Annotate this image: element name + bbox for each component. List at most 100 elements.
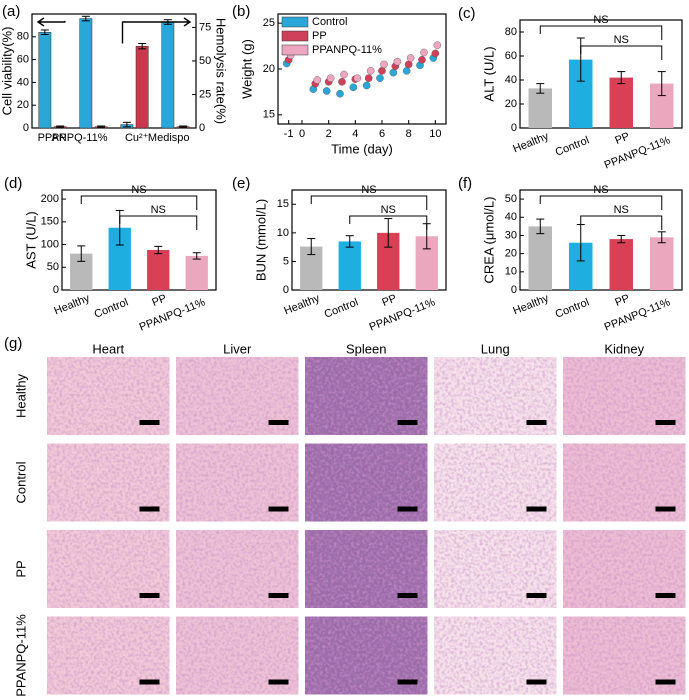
scale-bar bbox=[655, 420, 676, 425]
data-point bbox=[389, 68, 398, 77]
y-tick-label: 0 bbox=[283, 284, 289, 296]
y-tick-label: 30 bbox=[505, 229, 517, 241]
x-axis-label: Time (day) bbox=[331, 141, 393, 156]
scale-bar bbox=[526, 506, 547, 512]
data-point bbox=[404, 60, 413, 69]
y-tick-label: 200 bbox=[41, 193, 59, 205]
panel-label: (e) bbox=[232, 175, 250, 192]
data-point bbox=[353, 74, 362, 82]
scale-bar bbox=[139, 679, 160, 685]
y2-tick-label: 75 bbox=[199, 21, 211, 33]
legend-swatch bbox=[281, 44, 309, 56]
bar bbox=[609, 239, 633, 290]
y-tick-label: 20 bbox=[17, 99, 29, 111]
legend-label: PPANPQ-11% bbox=[312, 44, 382, 56]
bar bbox=[377, 232, 400, 290]
x-tick-label: 6 bbox=[379, 128, 385, 140]
bar bbox=[338, 241, 361, 290]
data-point bbox=[376, 74, 384, 82]
y-tick-label: 10 bbox=[505, 266, 517, 278]
bar bbox=[650, 83, 674, 128]
y-tick-label: 0 bbox=[511, 284, 517, 296]
y-tick-label: 20 bbox=[263, 63, 275, 75]
bar bbox=[79, 18, 93, 129]
x-tick-label: PPANPQ-11% bbox=[138, 296, 208, 333]
y-axis-label: ALT (U/L) bbox=[481, 46, 496, 101]
y-tick-label: 25 bbox=[263, 17, 275, 29]
x-tick-label: Healthy bbox=[282, 292, 322, 317]
x-tick-label: 8 bbox=[406, 128, 412, 140]
bar bbox=[300, 246, 323, 290]
column-label: Lung bbox=[481, 341, 510, 356]
x-tick-label: PP bbox=[150, 292, 168, 309]
scale-bar bbox=[397, 679, 418, 685]
scale-bar bbox=[655, 679, 676, 685]
y-tick-label: 100 bbox=[41, 238, 59, 250]
x-tick-label: PP bbox=[52, 132, 67, 144]
panel-label: (b) bbox=[232, 3, 250, 20]
y-axis-label: AST (U/L) bbox=[23, 211, 38, 269]
x-tick-label: Healthy bbox=[52, 292, 92, 317]
significance-label: NS bbox=[593, 14, 608, 26]
y2-tick-label: 50 bbox=[199, 55, 211, 67]
data-point bbox=[433, 41, 442, 49]
y-tick-label: 50 bbox=[505, 193, 517, 205]
significance-bracket bbox=[539, 195, 663, 210]
scale-bar bbox=[268, 420, 289, 425]
y-tick-label: 20 bbox=[505, 248, 517, 260]
data-point bbox=[378, 67, 386, 75]
y-axis-label: CREA (μmol/L) bbox=[481, 197, 496, 284]
y-tick-label: 60 bbox=[17, 54, 29, 66]
x-tick-label: PP bbox=[380, 292, 398, 309]
significance-bracket bbox=[80, 195, 198, 210]
data-point bbox=[420, 48, 428, 57]
y-tick-label: 80 bbox=[505, 26, 517, 38]
bar bbox=[70, 253, 93, 290]
bar bbox=[108, 227, 131, 290]
significance-bracket bbox=[310, 195, 428, 210]
y-tick-label: 15 bbox=[263, 109, 275, 121]
x-tick-label: Healthy bbox=[511, 292, 551, 317]
plot-frame bbox=[61, 189, 217, 291]
data-point bbox=[418, 56, 426, 64]
y-tick-label: 0 bbox=[511, 122, 517, 134]
panel-label: (a) bbox=[2, 3, 20, 20]
data-point bbox=[393, 57, 402, 66]
panel-label: (c) bbox=[458, 5, 476, 22]
data-point bbox=[362, 81, 371, 90]
y-tick-label: 15 bbox=[277, 198, 289, 210]
x-tick-label: Medispo bbox=[148, 132, 190, 144]
bar bbox=[38, 31, 52, 129]
y-tick-label: 150 bbox=[41, 216, 59, 228]
x-tick-label: PPANPQ-11% bbox=[38, 132, 108, 144]
y-tick-label: 60 bbox=[505, 50, 517, 62]
x-tick-label: PPANPQ-11% bbox=[603, 296, 673, 333]
bar bbox=[415, 236, 438, 290]
x-tick-label: 0 bbox=[299, 128, 305, 140]
data-point bbox=[349, 83, 358, 92]
data-point bbox=[313, 76, 322, 84]
significance-label: NS bbox=[614, 34, 629, 46]
y-axis-label: Weight (g) bbox=[239, 39, 254, 99]
data-point bbox=[431, 49, 440, 58]
plot-frame bbox=[519, 19, 683, 129]
y-tick-label: 40 bbox=[505, 211, 517, 223]
y-tick-label: 40 bbox=[505, 74, 517, 86]
y-tick-label: 0 bbox=[53, 284, 59, 296]
y-tick-label: 50 bbox=[47, 261, 59, 273]
axis-arrow bbox=[36, 17, 66, 27]
legend-label: Control bbox=[312, 16, 347, 28]
significance-label: NS bbox=[131, 184, 146, 196]
x-tick-label: PPANPQ-11% bbox=[368, 296, 438, 333]
column-label: Liver bbox=[223, 341, 252, 356]
x-tick-label: PP bbox=[613, 130, 631, 147]
scale-bar bbox=[526, 593, 547, 598]
x-tick-label: 4 bbox=[352, 128, 358, 140]
bar bbox=[569, 59, 593, 128]
scale-bar bbox=[397, 420, 418, 425]
plot-frame bbox=[291, 189, 447, 291]
data-point bbox=[340, 70, 348, 79]
legend-label: PP bbox=[312, 30, 327, 42]
data-point bbox=[364, 74, 373, 82]
